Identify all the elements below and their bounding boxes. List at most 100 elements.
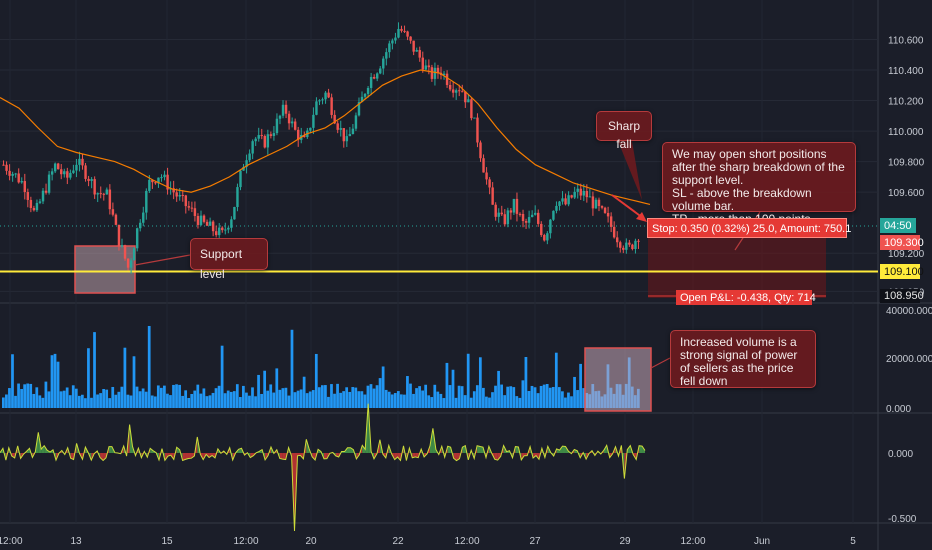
volume-bar [336,383,339,408]
candle-body [248,153,251,161]
volume-bar [357,391,361,408]
volume-bar [418,386,421,408]
candle-body [406,31,409,37]
candle-body [622,247,625,250]
candle-body [157,177,160,184]
oscillator-area [447,446,451,453]
volume-bar [324,385,327,408]
oscillator-area [100,453,104,461]
volume-bar [166,393,169,408]
volume-bar [351,387,355,408]
candle-body [546,233,549,241]
price-tick-label: 109.600 [888,188,925,199]
candle-body [512,198,516,213]
oscillator-area [185,453,189,460]
time-tick-label: 20 [305,536,317,547]
stop-order-label[interactable]: Stop: 0.350 (0.32%) 25.0, Amount: 750.1 [647,218,851,238]
candle-body [637,240,640,242]
volume-bar [226,390,230,408]
candle-body [397,28,400,38]
volume-bar [460,386,464,408]
candle-body [275,118,279,134]
candle-body [540,223,543,236]
volume-bar [466,353,470,408]
volume-bar [293,392,297,408]
volume-bar [369,384,373,408]
volume-bar [126,394,130,408]
candle-body [473,117,476,119]
candle-body [327,92,330,98]
candle-body [494,204,497,217]
volume-bar [436,391,440,408]
oscillator-area [497,453,501,461]
volume-bar [90,397,93,408]
candle-body [239,170,242,188]
oscillator-area [477,445,481,453]
open-pnl-label[interactable]: Open P&L: -0.438, Qty: 714 [676,290,816,305]
candle-body [287,113,291,124]
volume-bar [463,395,467,408]
candle-body [360,96,364,103]
candle-body [409,36,412,41]
candle-body [418,50,421,58]
candle-body [615,237,619,243]
candle-body [269,134,273,136]
volume-bar [211,392,215,408]
candle-body [631,244,634,250]
volume-bar [445,362,449,408]
volume-bar [129,395,133,408]
candle-body [251,141,254,154]
candle-body [230,219,233,228]
candle-body [154,182,157,184]
volume-bar [232,391,236,408]
candle-body [500,212,503,215]
candle-body [211,221,215,232]
volume-bar [551,386,555,408]
candle-body [336,123,339,130]
candle-body [129,260,133,268]
volume-bar [536,393,540,408]
volume-bar [539,385,543,408]
candle-body [585,190,589,198]
oscillator-tick-label: -0.500 [888,514,917,525]
sharp-fall-arrowhead [636,212,647,222]
volume-bar [56,361,60,408]
volume-bar [41,397,45,408]
candle-body [603,207,607,213]
candle-body [330,97,333,115]
oscillator-area [350,447,354,453]
candle-body [458,90,461,92]
candle-body [38,201,42,203]
candle-body [597,199,601,207]
sharp-fall-arrow [611,194,644,219]
candle-body [72,170,75,173]
candle-body [524,221,528,223]
candle-body [66,171,69,178]
volume-bar [500,384,503,408]
oscillator-area [515,446,519,453]
volume-bar [557,387,561,408]
candle-body [142,212,145,223]
candle-body [348,134,352,137]
sharp-fall-callout-tail [618,141,642,200]
candle-body [433,67,437,79]
candle-body [87,178,90,181]
oscillator-area [574,449,578,453]
candle-body [464,91,467,103]
candle-body [60,169,63,175]
volume-bar [217,385,221,408]
oscillator-area [524,453,528,456]
candle-body [290,121,294,124]
price-tag-last: 109.300 [880,235,924,250]
candle-body [339,128,342,130]
candle-body [139,222,142,229]
oscillator-area [494,453,498,461]
volume-bar [96,394,99,408]
volume-tick-label: 40000.000 [886,306,932,317]
volume-bar [20,389,23,408]
candle-body [366,87,370,94]
candle-body [482,158,485,173]
volume-bar [281,388,285,408]
volume-bar [77,395,81,408]
